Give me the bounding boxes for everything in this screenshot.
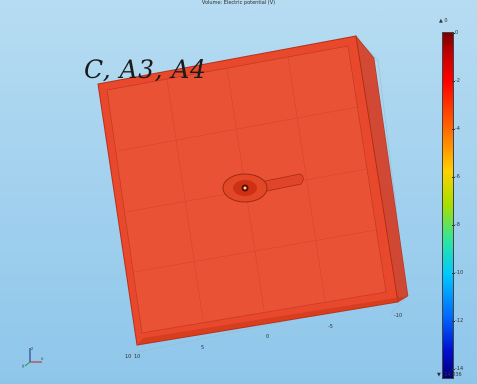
colorbar-tick: -2 — [455, 78, 460, 84]
axis-tick-labels: 10 10 5 0 -5 -10 — [125, 313, 402, 360]
colorbar-tick: -14 — [455, 366, 464, 372]
axis-tick: -5 — [328, 324, 333, 330]
axis-tick: 10 — [134, 354, 140, 360]
potential-slab[interactable] — [97, 34, 409, 346]
colorbar-gradient — [442, 32, 454, 379]
coordinate-triad-icon: z x y — [22, 346, 44, 368]
colorbar-min-label: ▼ -14.036 — [437, 372, 462, 378]
axis-tick: 5 — [201, 345, 204, 351]
electrode-probe[interactable] — [222, 173, 304, 203]
axis-tick: 10 — [125, 354, 131, 360]
slab-side-bottom — [137, 296, 408, 345]
colorbar-max-label: ▲ 0 — [439, 18, 448, 24]
colorbar-legend: ▲ 0 0 -2 -4 -6 -8 -10 -12 -14 ▼ -14.036 — [425, 8, 475, 380]
axis-tick: -10 — [394, 313, 402, 319]
triad-y-label: y — [22, 363, 25, 368]
colorbar-tick: -4 — [455, 126, 460, 132]
colorbar-tick: -8 — [455, 222, 460, 228]
colorbar-tick: -6 — [455, 174, 460, 180]
colorbar-tick: -12 — [455, 318, 464, 324]
colorbar-tick: -10 — [455, 270, 464, 276]
plot-title: Volume: Electric potential (V) — [201, 0, 276, 6]
triad-x-label: x — [41, 356, 44, 361]
axis-tick: 0 — [266, 334, 269, 340]
triad-z-label: z — [31, 346, 33, 351]
colorbar-tick: 0 — [455, 30, 459, 36]
overlay-label: C, A3, A4 — [84, 55, 207, 84]
